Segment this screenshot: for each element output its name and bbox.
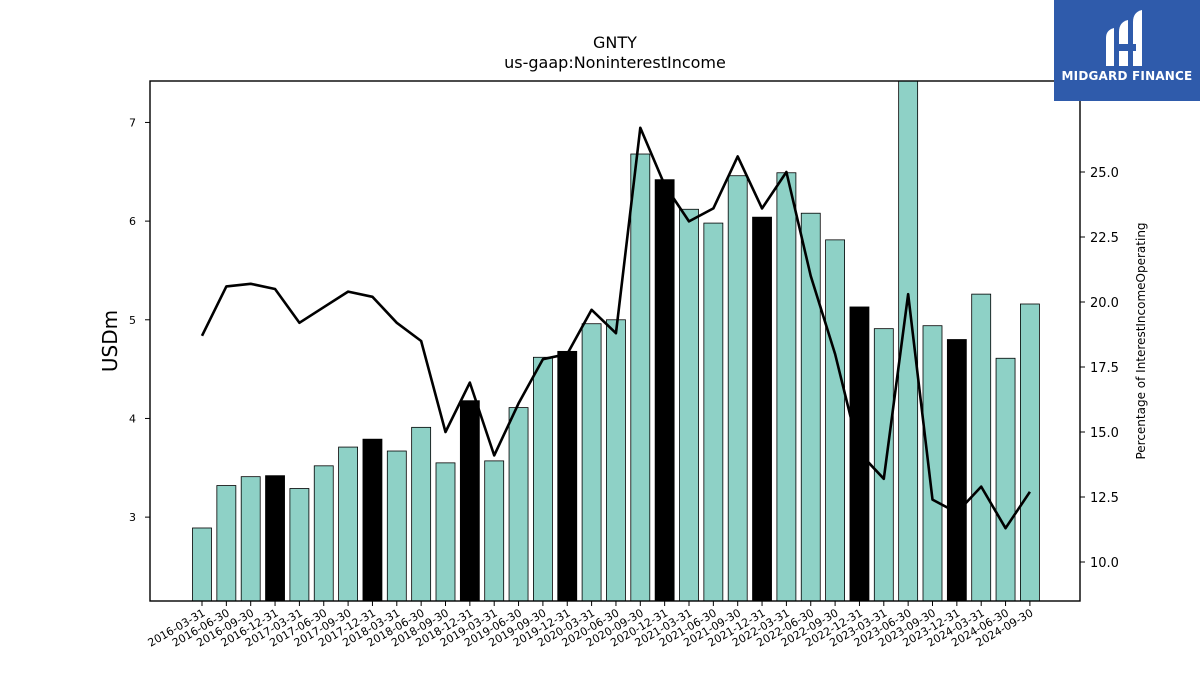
bar [313, 465, 334, 602]
bar [216, 485, 237, 602]
bar [922, 325, 943, 602]
y-right-tick-label: 25.0 [1090, 166, 1119, 181]
bar [654, 179, 675, 602]
bar [240, 476, 261, 602]
bar [727, 175, 748, 602]
y-right-tick-label: 15.0 [1090, 426, 1119, 441]
bar [459, 400, 480, 602]
bar [825, 239, 845, 602]
y-tick-label: 5 [129, 314, 136, 327]
y-tick-label: 3 [129, 511, 136, 524]
bar [265, 475, 285, 602]
y-right-tick-label: 20.0 [1090, 296, 1119, 311]
bar [362, 438, 383, 602]
y-right-tick-label: 12.5 [1090, 491, 1119, 506]
y-tick-label: 7 [129, 116, 136, 129]
bar [484, 460, 505, 602]
bar [630, 153, 651, 602]
bar-group [192, 80, 1040, 602]
y-right-tick-label: 10.0 [1090, 556, 1119, 571]
bar [606, 319, 626, 602]
y-tick-label: 4 [129, 412, 136, 425]
bar [338, 446, 359, 602]
bar [581, 323, 602, 602]
bar [971, 293, 992, 602]
y-right-tick-label: 17.5 [1090, 361, 1119, 376]
bar [752, 216, 772, 602]
midgard-logo-icon [1106, 10, 1142, 66]
y-right-axis-label: Percentage of InterestIncomeOperating [1134, 222, 1148, 459]
y-axis-label: USDm [98, 310, 122, 372]
bar [776, 172, 797, 602]
bar [289, 488, 310, 602]
bar [557, 350, 578, 602]
y-right-tick-label: 22.5 [1090, 231, 1119, 246]
bar [435, 462, 456, 602]
bar [411, 426, 432, 602]
chart-title: GNTY [593, 33, 637, 52]
bar [1020, 303, 1040, 602]
bar [508, 407, 529, 602]
bar [995, 357, 1016, 602]
brand-logo: MIDGARD FINANCE [1054, 0, 1200, 101]
bar [386, 450, 407, 602]
bar [679, 208, 699, 602]
bar [533, 356, 553, 602]
bar [946, 339, 967, 602]
chart-subtitle: us-gaap:NoninterestIncome [504, 53, 726, 72]
bar [703, 222, 724, 602]
bar [873, 328, 894, 602]
y-tick-label: 6 [129, 215, 136, 228]
plot-frame [149, 80, 1081, 602]
logo-text: MIDGARD FINANCE [1061, 69, 1193, 83]
series-line [200, 126, 1031, 530]
bar [192, 527, 212, 602]
